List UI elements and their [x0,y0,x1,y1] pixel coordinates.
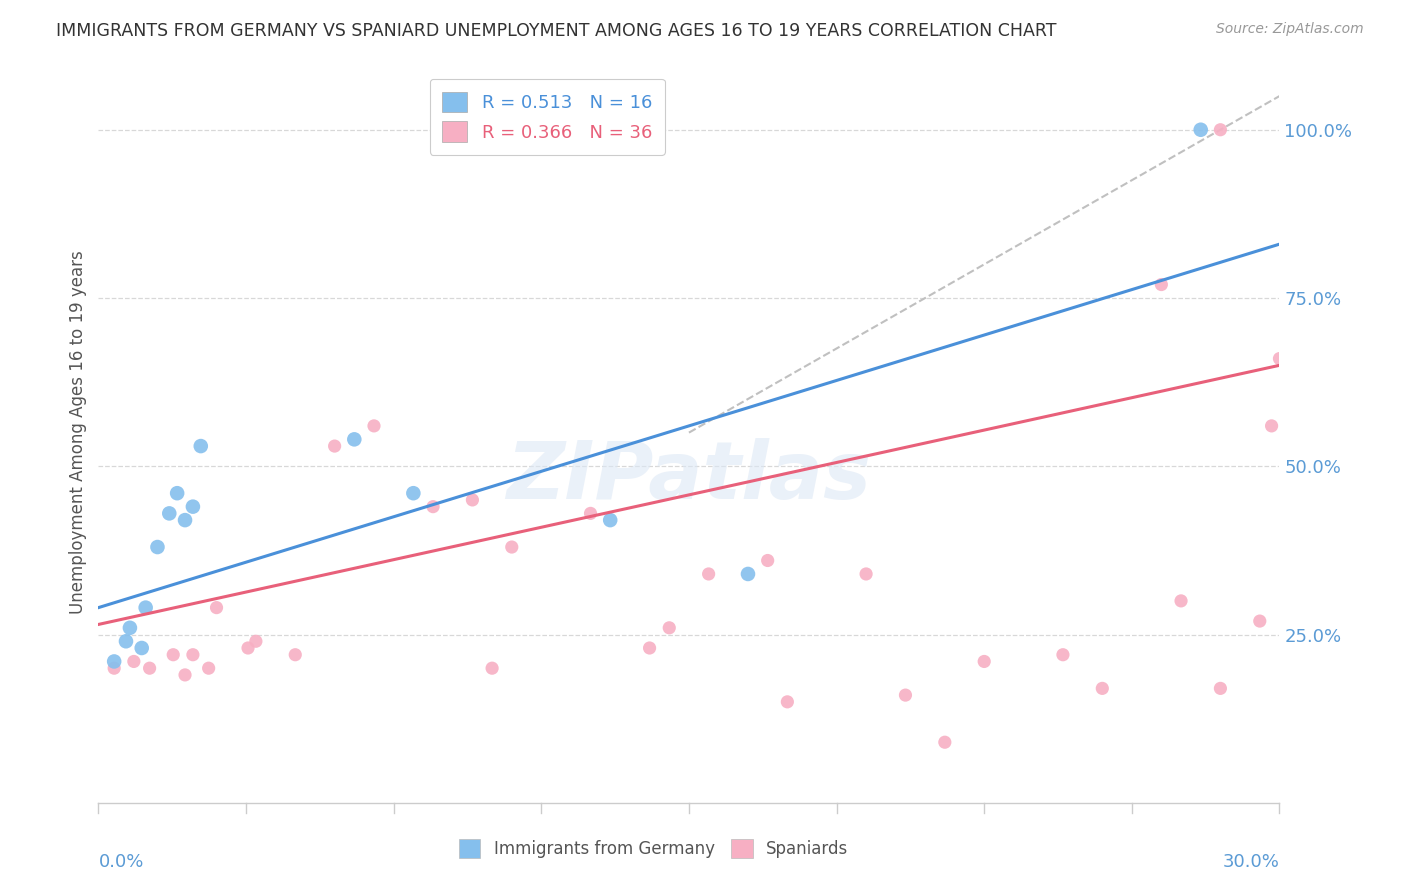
Point [1091,681,1114,696]
Point [501,540,523,554]
Point [776,695,799,709]
Point [190,439,212,453]
Legend: Immigrants from Germany, Spaniards: Immigrants from Germany, Spaniards [451,833,855,865]
Point [638,640,661,655]
Point [245,634,267,648]
Point [174,513,197,527]
Point [103,655,125,669]
Text: ZIPatlas: ZIPatlas [506,438,872,516]
Point [157,507,180,521]
Point [934,735,956,749]
Point [138,661,160,675]
Point [118,621,141,635]
Point [1170,594,1192,608]
Point [1052,648,1074,662]
Point [481,661,503,675]
Point [343,433,366,447]
Point [855,566,877,581]
Point [1209,122,1232,136]
Point [599,513,621,527]
Point [146,540,169,554]
Point [284,648,307,662]
Point [894,688,917,702]
Point [1150,277,1173,292]
Point [756,553,779,567]
Point [737,566,759,581]
Point [181,500,204,514]
Point [579,507,602,521]
Text: IMMIGRANTS FROM GERMANY VS SPANIARD UNEMPLOYMENT AMONG AGES 16 TO 19 YEARS CORRE: IMMIGRANTS FROM GERMANY VS SPANIARD UNEM… [56,22,1057,40]
Point [162,648,184,662]
Point [197,661,219,675]
Point [236,640,259,655]
Point [174,668,197,682]
Point [697,566,720,581]
Point [103,661,125,675]
Y-axis label: Unemployment Among Ages 16 to 19 years: Unemployment Among Ages 16 to 19 years [69,251,87,615]
Text: 0.0%: 0.0% [98,854,143,871]
Point [973,655,995,669]
Point [422,500,444,514]
Point [658,621,681,635]
Point [135,600,157,615]
Text: Source: ZipAtlas.com: Source: ZipAtlas.com [1216,22,1364,37]
Point [1209,681,1232,696]
Point [166,486,188,500]
Point [131,640,153,655]
Text: 30.0%: 30.0% [1223,854,1279,871]
Point [181,648,204,662]
Point [122,655,145,669]
Point [115,634,138,648]
Point [402,486,425,500]
Point [323,439,346,453]
Point [363,418,385,433]
Point [461,492,484,507]
Point [1260,418,1282,433]
Point [205,600,228,615]
Point [1268,351,1291,366]
Point [1189,122,1212,136]
Point [1249,614,1271,628]
